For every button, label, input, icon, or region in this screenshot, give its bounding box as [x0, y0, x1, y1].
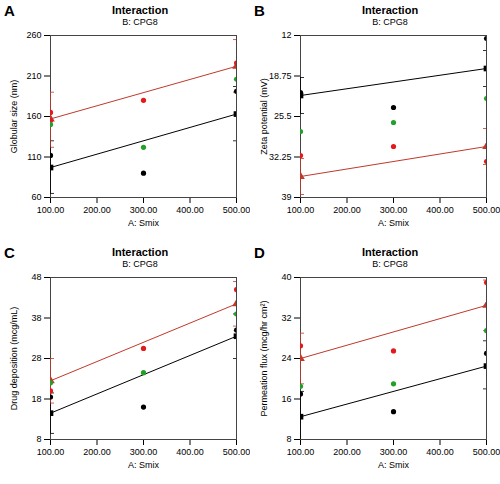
- svg-text:300.00: 300.00: [380, 205, 408, 215]
- svg-text:60: 60: [31, 192, 41, 202]
- svg-text:48: 48: [31, 272, 41, 282]
- svg-text:400.00: 400.00: [426, 447, 454, 457]
- svg-text:16: 16: [281, 394, 291, 404]
- svg-text:160: 160: [26, 111, 41, 121]
- svg-text:400.00: 400.00: [176, 205, 204, 215]
- html-text:B: CPG8: B: CPG8: [372, 17, 408, 27]
- svg-text:200.00: 200.00: [83, 447, 111, 457]
- html-text:A: A: [4, 2, 15, 19]
- html-text:Interaction: Interaction: [361, 246, 419, 258]
- svg-text:300.00: 300.00: [130, 205, 158, 215]
- html-text:B: CPG8: B: CPG8: [372, 259, 408, 269]
- svg-text:300.00: 300.00: [380, 447, 408, 457]
- svg-text:A: Smix: A: Smix: [128, 460, 160, 470]
- html-text:Interaction: Interaction: [111, 4, 169, 16]
- svg-text:Globular size (nm): Globular size (nm): [9, 80, 19, 154]
- svg-text:A: Smix: A: Smix: [128, 218, 160, 228]
- svg-text:18: 18: [31, 394, 41, 404]
- svg-text:18.75: 18.75: [269, 71, 292, 81]
- svg-text:28: 28: [31, 353, 41, 363]
- svg-text:200.00: 200.00: [333, 447, 361, 457]
- svg-text:500.00: 500.00: [223, 447, 250, 457]
- svg-text:100.00: 100.00: [37, 205, 65, 215]
- svg-text:260: 260: [26, 30, 41, 40]
- svg-text:40: 40: [281, 272, 291, 282]
- svg-text:38: 38: [31, 313, 41, 323]
- svg-text:Zeta potential (mV): Zeta potential (mV): [259, 78, 269, 155]
- svg-text:A: Smix: A: Smix: [378, 460, 410, 470]
- svg-text:39: 39: [281, 192, 291, 202]
- svg-text:400.00: 400.00: [176, 447, 204, 457]
- html-text:Interaction: Interaction: [111, 246, 169, 258]
- html-text:C: C: [4, 244, 15, 261]
- svg-text:100.00: 100.00: [287, 447, 315, 457]
- svg-text:24: 24: [281, 353, 291, 363]
- svg-text:A: Smix: A: Smix: [378, 218, 410, 228]
- svg-text:32: 32: [281, 313, 291, 323]
- svg-text:100.00: 100.00: [37, 447, 65, 457]
- svg-text:32.25: 32.25: [269, 152, 292, 162]
- html-text:D: D: [254, 244, 265, 261]
- svg-text:25.5: 25.5: [274, 111, 292, 121]
- svg-text:200.00: 200.00: [333, 205, 361, 215]
- svg-text:300.00: 300.00: [130, 447, 158, 457]
- svg-text:110: 110: [27, 152, 41, 162]
- svg-text:200.00: 200.00: [83, 205, 111, 215]
- svg-text:210: 210: [26, 71, 41, 81]
- svg-text:Permeation flux (mcg/hr cm²): Permeation flux (mcg/hr cm²): [259, 300, 269, 416]
- svg-text:8: 8: [36, 434, 41, 444]
- html-text:B: B: [254, 2, 265, 19]
- html-text:B: CPG8: B: CPG8: [122, 259, 158, 269]
- svg-text:100.00: 100.00: [287, 205, 315, 215]
- svg-text:500.00: 500.00: [223, 205, 250, 215]
- svg-text:500.00: 500.00: [473, 205, 500, 215]
- svg-text:12: 12: [281, 30, 291, 40]
- svg-text:400.00: 400.00: [426, 205, 454, 215]
- html-text:Interaction: Interaction: [361, 4, 419, 16]
- html-text:B: CPG8: B: CPG8: [122, 17, 158, 27]
- svg-text:8: 8: [286, 434, 291, 444]
- svg-text:500.00: 500.00: [473, 447, 500, 457]
- svg-text:Drug deposition (mcg/mL): Drug deposition (mcg/mL): [9, 307, 19, 411]
